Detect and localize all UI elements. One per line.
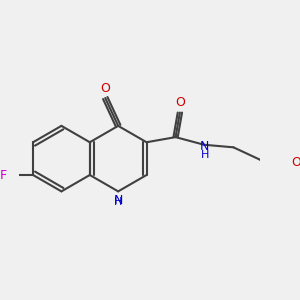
Text: H: H [201,150,209,160]
Text: H: H [114,197,122,207]
Text: O: O [291,156,300,169]
Text: N: N [200,140,210,153]
Text: O: O [175,96,185,109]
Text: O: O [100,82,110,94]
Text: F: F [0,169,7,182]
Text: N: N [113,194,123,207]
